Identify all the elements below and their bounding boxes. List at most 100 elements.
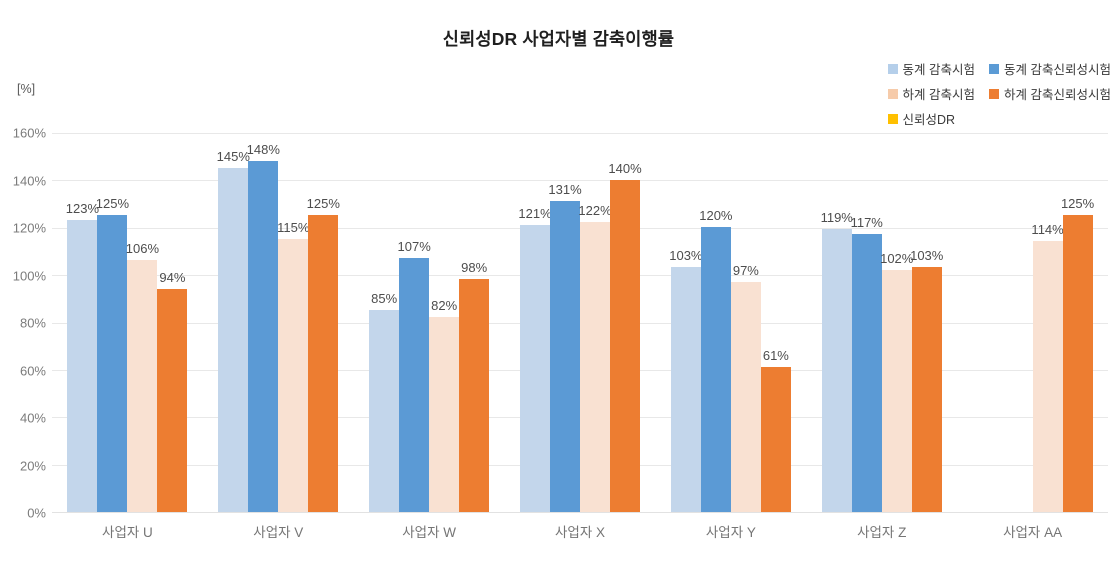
bar: 106%	[126, 242, 159, 512]
bar-value-label: 114%	[1031, 222, 1064, 238]
legend-swatch	[989, 88, 1000, 99]
legend-item: 신뢰성DR	[887, 109, 975, 128]
x-axis-label: 사업자 U	[102, 525, 153, 540]
bar: 82%	[429, 299, 460, 512]
bar-value-label: 125%	[1060, 196, 1095, 212]
bar-group: 123% 125% 106% 94%	[52, 133, 203, 512]
bar: 120%	[699, 209, 732, 512]
chart-title: 신뢰성DR 사업자별 감축이행률	[442, 29, 675, 49]
plot-area: 123% 125% 106% 94% 145% 148% 115% 125% 85% 107% 82…	[52, 133, 1108, 513]
bar: 102%	[880, 252, 913, 512]
bar-value-label: 102%	[880, 250, 914, 266]
bar-value-label: 125%	[95, 196, 130, 212]
gridline	[52, 180, 1108, 182]
bar-groups: 123% 125% 106% 94% 145% 148% 115% 125% 85% 107% 82…	[52, 133, 1108, 512]
bar: 121%	[518, 207, 552, 512]
bar-value-label: 131%	[548, 181, 582, 197]
bar-value-label: 119%	[820, 210, 853, 226]
bar-value-label: 97%	[732, 262, 759, 278]
bar: 125%	[307, 197, 340, 512]
bar: 103%	[669, 249, 702, 512]
bar: 123%	[66, 202, 99, 512]
legend-item: 동계 감축시험	[887, 59, 976, 78]
bar-value-label: 148%	[246, 141, 280, 157]
x-axis-label: 사업자 Y	[705, 525, 756, 540]
legend-swatch	[887, 63, 898, 74]
bar-value-label: 85%	[371, 291, 398, 307]
bar-value-label: 140%	[608, 160, 642, 176]
legend-swatch	[887, 113, 898, 124]
bar: 61%	[760, 349, 791, 512]
x-axis-label: 사업자 AA	[1003, 525, 1063, 540]
bar-value-label: 125%	[306, 196, 340, 212]
legend-item: 하계 감축신뢰성시험	[989, 84, 1111, 103]
bar-value-label: 94%	[159, 269, 186, 285]
bar-value-label: 117%	[850, 215, 883, 231]
x-axis-label: 사업자 X	[555, 525, 606, 540]
bar-value-label: 61%	[762, 348, 789, 364]
y-tick-label: 80%	[19, 315, 46, 331]
legend-label: 신뢰성DR	[902, 113, 956, 127]
bar-value-label: 106%	[125, 241, 160, 257]
y-axis: 0% 20% 40% 60% 80% 100% 120% 140% 160%	[0, 127, 46, 520]
legend-label: 하계 감축신뢰성시험	[1004, 88, 1111, 102]
bar-group: 121% 131% 122% 140%	[505, 133, 656, 512]
x-axis-label: 사업자 V	[253, 525, 304, 540]
bar: 107%	[398, 240, 431, 512]
bar: 117%	[851, 216, 883, 512]
y-tick-label: 100%	[12, 268, 46, 283]
y-tick-label: 160%	[12, 125, 46, 141]
bar-group: 145% 148% 115% 125%	[203, 133, 354, 512]
bar: 140%	[608, 162, 642, 512]
bar: 114%	[1031, 223, 1064, 512]
legend-swatch	[887, 88, 898, 99]
bar-group: 85% 107% 82% 98%	[354, 133, 505, 512]
bar: 145%	[217, 150, 250, 512]
x-axis: 사업자 U 사업자 V 사업자 W 사업자 X 사업자 Y 사업자 Z 사업자 AA	[52, 521, 1108, 541]
bar-value-label: 103%	[669, 248, 703, 264]
y-tick-label: 0%	[27, 505, 46, 521]
bar-value-label: 103%	[910, 248, 944, 264]
legend-item: 하계 감축시험	[887, 84, 976, 103]
bar-value-label: 115%	[277, 219, 310, 235]
bar: 125%	[1061, 197, 1094, 512]
bar-value-label: 98%	[461, 260, 488, 276]
x-axis-label: 사업자 Z	[857, 525, 907, 540]
bar: 98%	[459, 261, 490, 512]
bar-value-label: 120%	[699, 208, 733, 223]
bar-value-label: 145%	[216, 148, 250, 164]
bar: 103%	[910, 249, 943, 512]
bar: 94%	[157, 271, 188, 512]
x-axis-label: 사업자 W	[402, 525, 457, 540]
bar-group: 103% 120% 97% 61%	[655, 133, 806, 512]
y-tick-label: 20%	[19, 458, 46, 473]
bar-group: 119% 117% 102% 103%	[806, 133, 957, 512]
bar-group: 114% 125%	[957, 133, 1108, 512]
bar-value-label: 122%	[578, 203, 612, 219]
bar: 125%	[96, 197, 129, 512]
y-tick-label: 40%	[19, 410, 46, 426]
bar: 115%	[277, 221, 309, 512]
bar: 148%	[247, 143, 280, 512]
bar: 122%	[578, 204, 612, 512]
legend-label: 동계 감축시험	[902, 63, 976, 77]
bar: 97%	[730, 264, 761, 512]
y-tick-label: 140%	[12, 173, 46, 188]
legend-label: 하계 감축시험	[902, 88, 976, 102]
bar-value-label: 121%	[518, 205, 552, 221]
y-tick-label: 120%	[12, 220, 46, 236]
bar-value-label: 123%	[65, 200, 100, 216]
gridline	[52, 133, 1108, 134]
legend-swatch	[989, 63, 1000, 74]
bar-value-label: 82%	[431, 298, 458, 314]
bar: 119%	[821, 211, 853, 512]
bar: 131%	[548, 183, 582, 512]
bar: 85%	[369, 292, 400, 512]
legend-item: 동계 감축신뢰성시험	[989, 59, 1111, 78]
legend-label: 동계 감축신뢰성시험	[1004, 63, 1111, 77]
bar-value-label: 107%	[397, 238, 431, 254]
y-tick-label: 60%	[19, 363, 46, 378]
y-axis-unit-label: [%]	[17, 82, 36, 96]
